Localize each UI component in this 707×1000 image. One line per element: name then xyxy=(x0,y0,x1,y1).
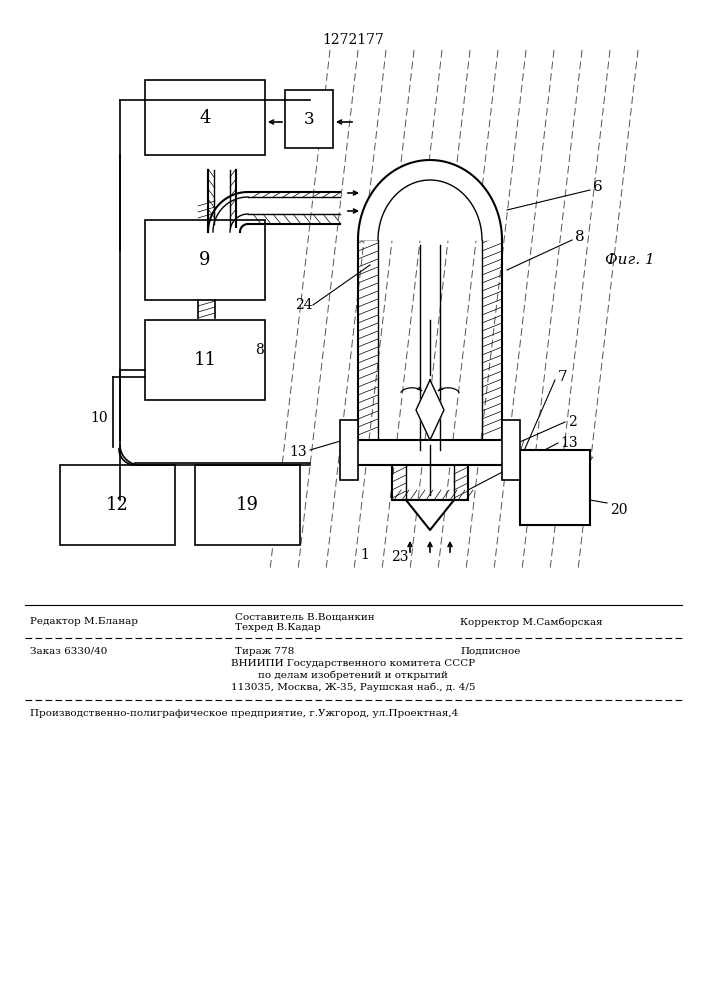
Text: 2: 2 xyxy=(558,491,567,505)
Text: Редактор М.Бланар: Редактор М.Бланар xyxy=(30,617,138,626)
Text: Техред В.Кадар: Техред В.Кадар xyxy=(235,622,321,632)
Bar xyxy=(502,420,520,480)
Bar xyxy=(343,440,517,465)
Bar xyxy=(145,220,265,300)
Text: 20: 20 xyxy=(610,503,628,517)
Text: 13: 13 xyxy=(560,436,578,450)
Text: 1: 1 xyxy=(361,548,370,562)
Text: Производственно-полиграфическое предприятие, г.Ужгород, ул.Проектная,4: Производственно-полиграфическое предприя… xyxy=(30,708,458,718)
Text: 1272177: 1272177 xyxy=(322,33,384,47)
Polygon shape xyxy=(406,500,454,530)
Bar xyxy=(60,465,175,545)
Text: Фиг. 1: Фиг. 1 xyxy=(605,253,655,267)
Text: 13: 13 xyxy=(558,473,575,487)
Text: 7: 7 xyxy=(558,370,568,384)
Text: 11: 11 xyxy=(194,351,216,369)
Text: Тираж 778: Тираж 778 xyxy=(235,647,294,656)
Polygon shape xyxy=(358,160,502,240)
Text: 3: 3 xyxy=(304,110,315,127)
Text: ВНИИПИ Государственного комитета СССР: ВНИИПИ Государственного комитета СССР xyxy=(231,658,475,668)
Text: 21: 21 xyxy=(558,455,575,469)
Text: Заказ 6330/40: Заказ 6330/40 xyxy=(30,647,107,656)
Bar xyxy=(285,90,333,148)
Text: 6: 6 xyxy=(593,180,603,194)
Text: по делам изобретений и открытий: по делам изобретений и открытий xyxy=(258,670,448,680)
Text: 2: 2 xyxy=(568,415,577,429)
Text: 13: 13 xyxy=(289,445,307,459)
Bar xyxy=(145,320,265,400)
Text: 9: 9 xyxy=(199,251,211,269)
Text: 4: 4 xyxy=(199,109,211,127)
Bar xyxy=(520,450,590,525)
Text: Подписное: Подписное xyxy=(460,647,520,656)
Bar xyxy=(145,80,265,155)
Bar xyxy=(340,420,358,480)
Text: 8: 8 xyxy=(256,343,264,357)
Text: 12: 12 xyxy=(105,496,129,514)
Text: 24: 24 xyxy=(295,298,312,312)
Bar xyxy=(195,465,300,545)
Text: 19: 19 xyxy=(235,496,259,514)
Text: Составитель В.Вощанкин: Составитель В.Вощанкин xyxy=(235,612,375,621)
Text: Корректор М.Самборская: Корректор М.Самборская xyxy=(460,617,602,627)
Text: 23: 23 xyxy=(391,550,409,564)
Text: 8: 8 xyxy=(575,230,585,244)
Polygon shape xyxy=(416,380,444,440)
Text: 10: 10 xyxy=(90,411,108,425)
Text: 113035, Москва, Ж-35, Раушская наб., д. 4/5: 113035, Москва, Ж-35, Раушская наб., д. … xyxy=(230,682,475,692)
